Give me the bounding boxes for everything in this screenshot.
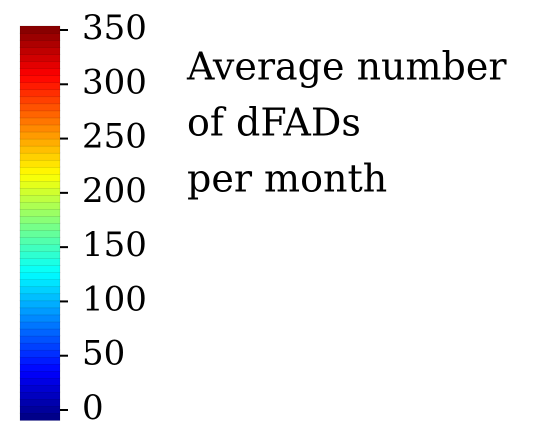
color-band bbox=[19, 398, 61, 407]
color-band bbox=[19, 82, 61, 91]
color-band bbox=[19, 124, 61, 133]
color-band bbox=[19, 60, 61, 69]
y-tick-label: 50 bbox=[82, 334, 125, 374]
color-band bbox=[19, 229, 61, 238]
color-band bbox=[19, 293, 61, 302]
color-band bbox=[19, 335, 61, 344]
color-band bbox=[19, 173, 61, 182]
color-band bbox=[19, 300, 61, 309]
color-band bbox=[19, 279, 61, 288]
color-band bbox=[19, 243, 61, 252]
color-band bbox=[19, 257, 61, 266]
color-band bbox=[19, 349, 61, 358]
color-band bbox=[19, 342, 61, 351]
title-line: Average number bbox=[186, 45, 507, 89]
color-band bbox=[19, 286, 61, 295]
color-band bbox=[19, 96, 61, 105]
color-band bbox=[19, 166, 61, 175]
color-band bbox=[19, 384, 61, 393]
color-band bbox=[19, 391, 61, 400]
color-band bbox=[19, 117, 61, 126]
color-band bbox=[19, 314, 61, 323]
color-band bbox=[19, 131, 61, 140]
color-band bbox=[19, 377, 61, 386]
color-band bbox=[19, 145, 61, 154]
color-band bbox=[19, 265, 61, 273]
color-band bbox=[19, 138, 61, 147]
color-band bbox=[19, 180, 61, 189]
color-band bbox=[19, 152, 61, 161]
color-band bbox=[19, 272, 61, 280]
y-tick-label: 250 bbox=[82, 117, 147, 157]
color-band bbox=[19, 89, 61, 98]
color-band bbox=[19, 405, 61, 414]
color-band bbox=[19, 32, 61, 41]
color-band bbox=[19, 222, 61, 231]
color-band bbox=[19, 321, 61, 330]
color-band bbox=[19, 250, 61, 259]
color-band bbox=[19, 194, 61, 203]
y-tick-label: 150 bbox=[82, 225, 147, 265]
title-line: of dFADs bbox=[187, 101, 361, 145]
y-tick-label: 200 bbox=[82, 171, 147, 211]
color-band bbox=[19, 370, 61, 379]
y-tick-label: 300 bbox=[82, 62, 147, 102]
title-line: per month bbox=[187, 157, 387, 201]
color-band bbox=[19, 53, 61, 62]
color-band bbox=[19, 39, 61, 48]
color-band bbox=[19, 110, 61, 119]
y-tick-label: 100 bbox=[82, 279, 147, 319]
color-band bbox=[19, 159, 61, 168]
color-band bbox=[19, 68, 61, 76]
color-band bbox=[19, 215, 61, 224]
color-band bbox=[19, 201, 61, 210]
color-band bbox=[19, 356, 61, 365]
color-band bbox=[19, 46, 61, 55]
color-band bbox=[19, 187, 61, 196]
color-band bbox=[19, 25, 61, 34]
color-band bbox=[19, 363, 61, 372]
color-band bbox=[19, 208, 61, 217]
color-band bbox=[19, 328, 61, 337]
color-band bbox=[19, 103, 61, 112]
color-band bbox=[19, 412, 61, 421]
color-band bbox=[19, 75, 61, 83]
y-tick-label: 350 bbox=[82, 8, 147, 48]
color-band bbox=[19, 236, 61, 245]
y-tick-label: 0 bbox=[82, 388, 104, 423]
color-band bbox=[19, 307, 61, 316]
